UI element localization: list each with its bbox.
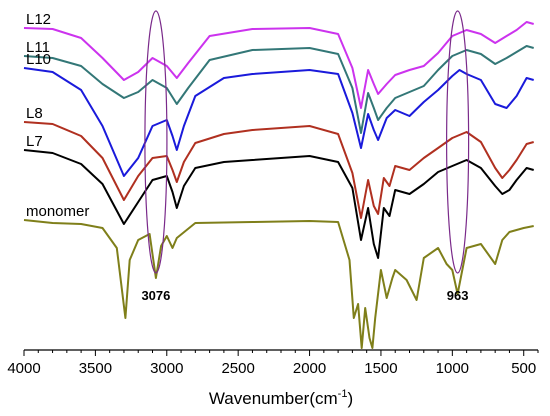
annotation-ellipse-963: [446, 10, 470, 274]
x-tick-label-500: 500: [511, 360, 536, 377]
annotation-layer: 3076 963: [141, 10, 470, 303]
annotation-ellipse-3076: [144, 10, 168, 274]
x-tick-label-1500: 1500: [364, 360, 397, 377]
x-ticks: 4000 3500 3000 2500 2000 1500 1000 500: [7, 350, 539, 377]
series-label-L12: L12: [26, 11, 51, 28]
series-line-L7: [23, 149, 534, 259]
x-axis-title-sup: -1: [338, 388, 348, 400]
series-label-L7: L7: [26, 133, 43, 150]
series-line-L11: [23, 45, 534, 134]
x-tick-label-3000: 3000: [150, 360, 183, 377]
series-label-L11: L11: [26, 39, 50, 56]
series-label-monomer: monomer: [26, 203, 89, 220]
series-line-monomer: [23, 219, 534, 349]
series-line-L10: [23, 67, 534, 177]
annotation-label-3076: 3076: [141, 288, 170, 303]
series-label-L10: L10: [26, 51, 51, 68]
series-layer: [23, 21, 534, 349]
x-tick-label-2000: 2000: [293, 360, 326, 377]
x-axis-title-end: ): [347, 389, 353, 408]
series-label-L8: L8: [26, 105, 43, 122]
x-tick-label-2500: 2500: [221, 360, 254, 377]
annotation-label-963: 963: [447, 288, 469, 303]
x-tick-label-4000: 4000: [7, 360, 40, 377]
series-line-L8: [23, 121, 534, 219]
x-tick-label-1000: 1000: [436, 360, 469, 377]
series-line-L12: [23, 21, 534, 109]
x-axis-title: Wavenumber(cm-1): [209, 388, 353, 408]
x-axis-title-main: Wavenumber(cm: [209, 389, 338, 408]
x-tick-label-3500: 3500: [79, 360, 112, 377]
